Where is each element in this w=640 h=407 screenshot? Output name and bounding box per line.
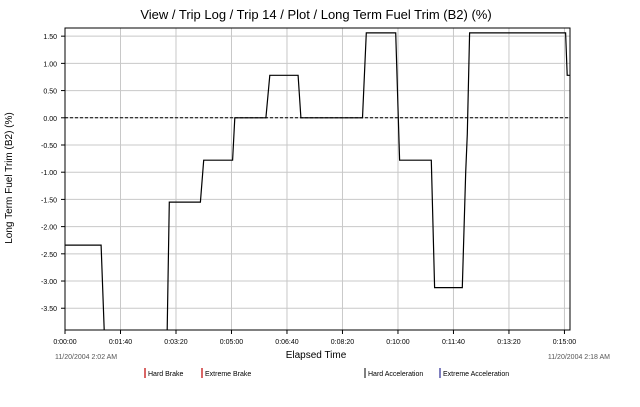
- x-tick-label: 0:01:40: [109, 339, 132, 346]
- legend-label: Extreme Acceleration: [443, 371, 509, 378]
- y-tick-label: -1.00: [41, 170, 57, 177]
- x-tick-label: 0:06:40: [275, 339, 298, 346]
- y-tick-label: 0.00: [43, 116, 57, 123]
- y-axis-ticks: 1.50 1.00 0.50 0.00 -0.50 -1.00 -1.50 -2.00 -2.5…: [41, 34, 65, 313]
- y-tick-label: -0.50: [41, 143, 57, 150]
- x-tick-label: 0:05:00: [220, 339, 243, 346]
- y-tick-label: -3.50: [41, 306, 57, 313]
- grid: [64, 28, 570, 330]
- x-axis-label: Elapsed Time: [286, 350, 347, 361]
- x-tick-label: 0:03:20: [164, 339, 187, 346]
- y-tick-label: 1.00: [43, 61, 57, 68]
- x-tick-label: 0:15:00: [553, 339, 576, 346]
- legend-label: Hard Acceleration: [368, 371, 423, 378]
- legend: Hard Brake Extreme Brake Hard Acceleration…: [144, 368, 509, 378]
- x-tick-label: 0:00:00: [53, 339, 76, 346]
- x-axis-ticks: 0:00:00 0:01:40 0:03:20 0:05:00 0:06:40 0:08:…: [53, 330, 576, 346]
- series-layer: [65, 32, 570, 330]
- legend-label: Hard Brake: [148, 371, 184, 378]
- y-tick-label: 1.50: [43, 34, 57, 41]
- legend-label: Extreme Brake: [205, 371, 251, 378]
- y-tick-label: -1.50: [41, 197, 57, 204]
- plot-frame: [64, 27, 571, 331]
- end-timestamp: 11/20/2004 2:18 AM: [548, 354, 610, 361]
- y-tick-label: 0.50: [43, 89, 57, 96]
- start-timestamp: 11/20/2004 2:02 AM: [55, 354, 117, 361]
- y-tick-label: -2.00: [41, 225, 57, 232]
- x-tick-label: 0:13:20: [497, 339, 520, 346]
- y-tick-label: -2.50: [41, 252, 57, 259]
- x-tick-label: 0:08:20: [331, 339, 354, 346]
- series-line-0: [65, 32, 570, 330]
- y-tick-label: -3.00: [41, 279, 57, 286]
- x-tick-label: 0:10:00: [386, 339, 409, 346]
- chart-title: View / Trip Log / Trip 14 / Plot / Long …: [140, 7, 491, 22]
- y-axis-label: Long Term Fuel Trim (B2) (%): [4, 112, 15, 244]
- x-tick-label: 0:11:40: [442, 339, 465, 346]
